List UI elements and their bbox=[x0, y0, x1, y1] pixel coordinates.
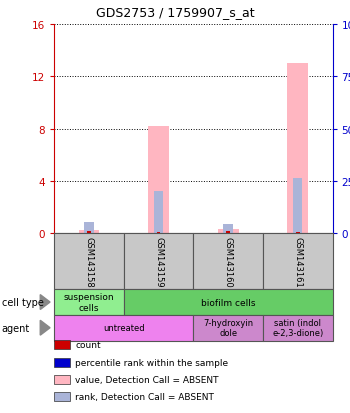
Bar bbox=[223, 225, 233, 234]
Text: suspension
cells: suspension cells bbox=[64, 293, 114, 312]
Text: GSM143158: GSM143158 bbox=[85, 236, 93, 287]
Text: GSM143161: GSM143161 bbox=[293, 236, 302, 287]
Text: biofilm cells: biofilm cells bbox=[201, 298, 256, 307]
Bar bbox=[154, 192, 163, 234]
Bar bbox=[148, 127, 169, 234]
Text: cell type: cell type bbox=[2, 297, 44, 307]
Text: untreated: untreated bbox=[103, 323, 145, 332]
Bar bbox=[157, 232, 160, 234]
Bar bbox=[293, 179, 302, 234]
Bar bbox=[84, 222, 94, 234]
Text: rank, Detection Call = ABSENT: rank, Detection Call = ABSENT bbox=[75, 392, 214, 401]
Text: percentile rank within the sample: percentile rank within the sample bbox=[75, 358, 228, 367]
Text: GDS2753 / 1759907_s_at: GDS2753 / 1759907_s_at bbox=[96, 6, 254, 19]
Text: count: count bbox=[75, 340, 101, 349]
Bar bbox=[226, 231, 230, 234]
Bar bbox=[287, 64, 308, 234]
Text: GSM143159: GSM143159 bbox=[154, 236, 163, 287]
Text: 7-hydroxyin
dole: 7-hydroxyin dole bbox=[203, 318, 253, 337]
Text: value, Detection Call = ABSENT: value, Detection Call = ABSENT bbox=[75, 375, 219, 384]
Text: agent: agent bbox=[2, 323, 30, 333]
Text: satin (indol
e-2,3-dione): satin (indol e-2,3-dione) bbox=[272, 318, 323, 337]
Bar bbox=[218, 229, 239, 234]
Bar bbox=[87, 231, 91, 234]
Text: GSM143160: GSM143160 bbox=[224, 236, 233, 287]
Bar bbox=[79, 230, 99, 234]
Bar bbox=[296, 232, 300, 234]
